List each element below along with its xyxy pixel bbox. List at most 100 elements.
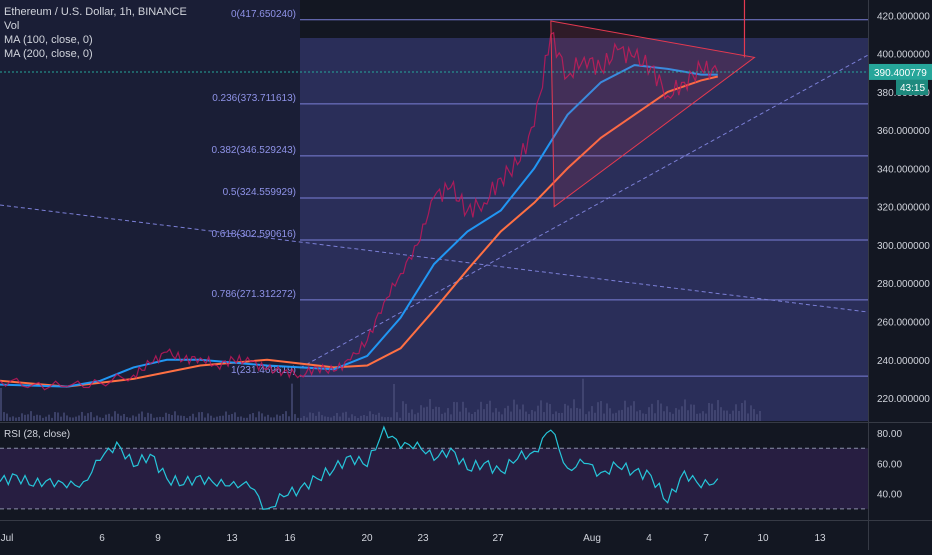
volume-bar	[99, 417, 101, 421]
volume-bar	[90, 412, 92, 421]
volume-bar	[45, 416, 47, 421]
volume-bar	[186, 417, 188, 421]
volume-bar	[741, 402, 743, 421]
y-tick-label: 300.000000	[877, 241, 930, 252]
volume-bar	[162, 417, 164, 421]
volume-bar	[351, 414, 353, 421]
volume-bar	[564, 403, 566, 421]
volume-bar	[441, 413, 443, 421]
volume-bar	[39, 415, 41, 421]
fib-level-label: 0.786(271.312272)	[211, 289, 296, 300]
volume-bar	[261, 413, 263, 421]
volume-bar	[366, 416, 368, 421]
volume-bar	[471, 413, 473, 421]
volume-bar	[477, 409, 479, 421]
volume-bar	[543, 412, 545, 421]
volume-bar	[126, 417, 128, 421]
volume-bar	[396, 412, 398, 421]
volume-bar	[696, 413, 698, 421]
volume-bar	[414, 414, 416, 421]
volume-bar	[219, 415, 221, 421]
volume-bar	[723, 410, 725, 421]
volume-bar	[357, 417, 359, 421]
y-tick-label: 280.000000	[877, 279, 930, 290]
volume-bar	[540, 400, 542, 421]
volume-bar	[747, 413, 749, 421]
volume-bar	[519, 409, 521, 421]
volume-bar	[633, 401, 635, 421]
volume-bar	[546, 402, 548, 421]
volume-bar	[486, 403, 488, 421]
x-tick-label: 20	[361, 533, 373, 544]
volume-bar	[312, 413, 314, 421]
y-tick-label: 420.000000	[877, 11, 930, 22]
volume-bar	[429, 399, 431, 421]
volume-bar	[48, 414, 50, 421]
x-tick-label: 4	[646, 533, 652, 544]
x-tick-label: Aug	[583, 533, 601, 544]
volume-bar	[438, 407, 440, 421]
volume-bar	[576, 407, 578, 421]
volume-bar	[678, 409, 680, 421]
volume-bar	[417, 412, 419, 421]
volume-bar	[756, 414, 758, 421]
price-tag	[869, 63, 932, 80]
volume-bar	[405, 403, 407, 421]
volume-bar	[252, 412, 254, 421]
volume-bar	[588, 411, 590, 421]
volume-bar	[666, 406, 668, 421]
volume-bar	[432, 409, 434, 421]
x-tick-label: 23	[417, 533, 429, 544]
countdown-tag	[896, 79, 928, 95]
volume-bar	[117, 413, 119, 421]
x-tick-label: 7	[703, 533, 709, 544]
fib-level-label: 0.618(302.590616)	[211, 229, 296, 240]
volume-bar	[291, 383, 293, 421]
volume-bar	[294, 414, 296, 421]
volume-bar	[624, 400, 626, 421]
volume-bar	[249, 414, 251, 421]
volume-bar	[579, 408, 581, 421]
volume-bar	[276, 414, 278, 421]
volume-bar	[243, 417, 245, 421]
volume-bar	[135, 416, 137, 421]
fib-zone	[300, 38, 868, 421]
volume-bar	[495, 408, 497, 421]
volume-bar	[144, 417, 146, 421]
volume-bar	[216, 416, 218, 421]
volume-bar	[594, 412, 596, 421]
volume-bar	[66, 415, 68, 421]
volume-bar	[498, 411, 500, 421]
volume-bar	[87, 413, 89, 421]
volume-bar	[84, 415, 86, 421]
volume-bar	[654, 413, 656, 421]
rsi-tick-label: 60.00	[877, 459, 902, 470]
y-tick-label: 320.000000	[877, 203, 930, 214]
left-shade	[0, 0, 300, 421]
volume-bar	[324, 416, 326, 421]
volume-bar	[267, 414, 269, 421]
volume-bar	[645, 413, 647, 421]
volume-bar	[171, 415, 173, 421]
volume-bar	[228, 414, 230, 421]
volume-bar	[513, 399, 515, 421]
volume-bar	[663, 411, 665, 421]
volume-bar	[675, 408, 677, 421]
volume-bar	[354, 416, 356, 421]
volume-bar	[531, 410, 533, 421]
y-tick-label: 240.000000	[877, 356, 930, 367]
volume-bar	[753, 409, 755, 421]
volume-bar	[687, 410, 689, 421]
volume-bar	[375, 414, 377, 421]
volume-bar	[657, 400, 659, 421]
volume-bar	[615, 412, 617, 421]
rsi-legend[interactable]: RSI (28, close)	[4, 429, 71, 440]
volume-bar	[237, 416, 239, 421]
volume-bar	[273, 417, 275, 421]
x-tick-label: 27	[492, 533, 504, 544]
volume-bar	[315, 415, 317, 421]
volume-bar	[69, 417, 71, 421]
volume-bar	[102, 417, 104, 421]
